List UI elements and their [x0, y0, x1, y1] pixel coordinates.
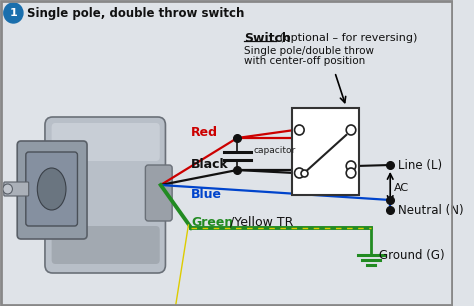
- Text: AC: AC: [394, 182, 409, 192]
- Text: capacitor: capacitor: [254, 145, 296, 155]
- Text: Blue: Blue: [191, 188, 222, 200]
- FancyBboxPatch shape: [45, 117, 165, 273]
- Bar: [292, 108, 359, 195]
- FancyBboxPatch shape: [26, 152, 77, 226]
- Text: 1: 1: [9, 8, 17, 18]
- FancyBboxPatch shape: [17, 141, 87, 239]
- Text: Red: Red: [191, 125, 218, 139]
- Text: Switch: Switch: [244, 32, 291, 44]
- Ellipse shape: [37, 168, 66, 210]
- Text: Neutral (N): Neutral (N): [398, 203, 464, 217]
- Text: Single pole/double throw: Single pole/double throw: [244, 46, 374, 56]
- FancyBboxPatch shape: [146, 165, 172, 221]
- FancyBboxPatch shape: [52, 123, 160, 161]
- Text: Green: Green: [191, 215, 234, 229]
- Text: Single pole, double throw switch: Single pole, double throw switch: [27, 6, 244, 20]
- Circle shape: [346, 161, 356, 171]
- FancyBboxPatch shape: [4, 182, 29, 196]
- Circle shape: [294, 168, 304, 178]
- Circle shape: [3, 184, 12, 194]
- Circle shape: [294, 125, 304, 135]
- Circle shape: [4, 3, 23, 23]
- Text: Black: Black: [191, 158, 229, 170]
- Text: Line (L): Line (L): [398, 159, 442, 171]
- Text: Ground (G): Ground (G): [379, 248, 444, 262]
- FancyBboxPatch shape: [52, 226, 160, 264]
- Text: /Yellow TR: /Yellow TR: [229, 215, 293, 229]
- Circle shape: [346, 125, 356, 135]
- Text: (optional – for reversing): (optional – for reversing): [276, 33, 418, 43]
- Circle shape: [346, 168, 356, 178]
- Text: with center-off position: with center-off position: [244, 56, 365, 66]
